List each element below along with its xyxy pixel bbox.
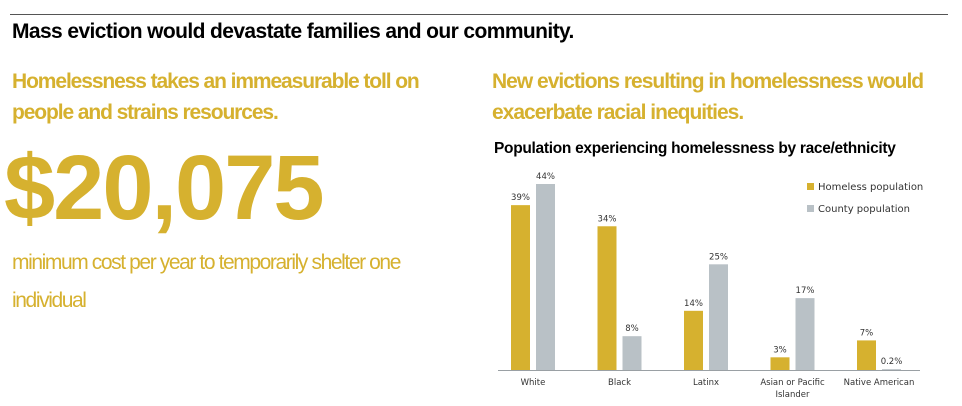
bar-county xyxy=(709,264,728,370)
bar-homeless xyxy=(511,205,530,370)
bar-value-label: 25% xyxy=(709,252,728,262)
bar-county xyxy=(882,369,901,370)
bar-value-label: 17% xyxy=(796,286,815,296)
bar-homeless xyxy=(597,226,617,370)
bar-value-label: 7% xyxy=(860,328,874,338)
legend-label: County population xyxy=(818,204,910,215)
bar-county xyxy=(795,298,815,370)
bar-value-label: 8% xyxy=(625,324,639,334)
cost-caption: minimum cost per year to temporarily she… xyxy=(12,251,401,312)
cost-figure: $20,075 xyxy=(4,137,325,239)
x-tick-label: Islander xyxy=(775,390,810,400)
bar-value-label: 39% xyxy=(511,193,530,203)
bar-county xyxy=(536,184,555,370)
bar-value-label: 44% xyxy=(536,172,555,182)
bar-value-label: 0.2% xyxy=(881,357,903,367)
x-tick-label: Black xyxy=(608,378,631,388)
x-tick-label: White xyxy=(521,378,546,388)
chart-title: Population experiencing homelessness by … xyxy=(494,140,896,157)
right-subheading: New evictions resulting in homelessness … xyxy=(492,70,924,124)
page-headline: Mass eviction would devastate families a… xyxy=(12,20,574,43)
top-divider xyxy=(10,14,948,15)
bar-homeless xyxy=(684,310,703,370)
legend-swatch xyxy=(807,205,814,212)
bar-homeless xyxy=(770,357,790,370)
legend-swatch xyxy=(807,183,814,190)
bar-value-label: 14% xyxy=(684,299,703,309)
bar-value-label: 34% xyxy=(598,214,617,224)
bar-county xyxy=(622,336,642,370)
bar-homeless xyxy=(857,340,876,370)
x-tick-label: Native American xyxy=(844,378,915,388)
bar-value-label: 3% xyxy=(773,345,787,355)
x-tick-label: Asian or Pacific xyxy=(760,378,825,388)
legend-label: Homeless population xyxy=(818,182,923,193)
left-subheading: Homelessness takes an immeasurable toll … xyxy=(12,70,420,124)
bar-chart: 39% 44% White 34% 8% Black 14% 25% Latinx 3% 17% As… xyxy=(498,172,923,400)
x-tick-label: Latinx xyxy=(693,378,719,388)
